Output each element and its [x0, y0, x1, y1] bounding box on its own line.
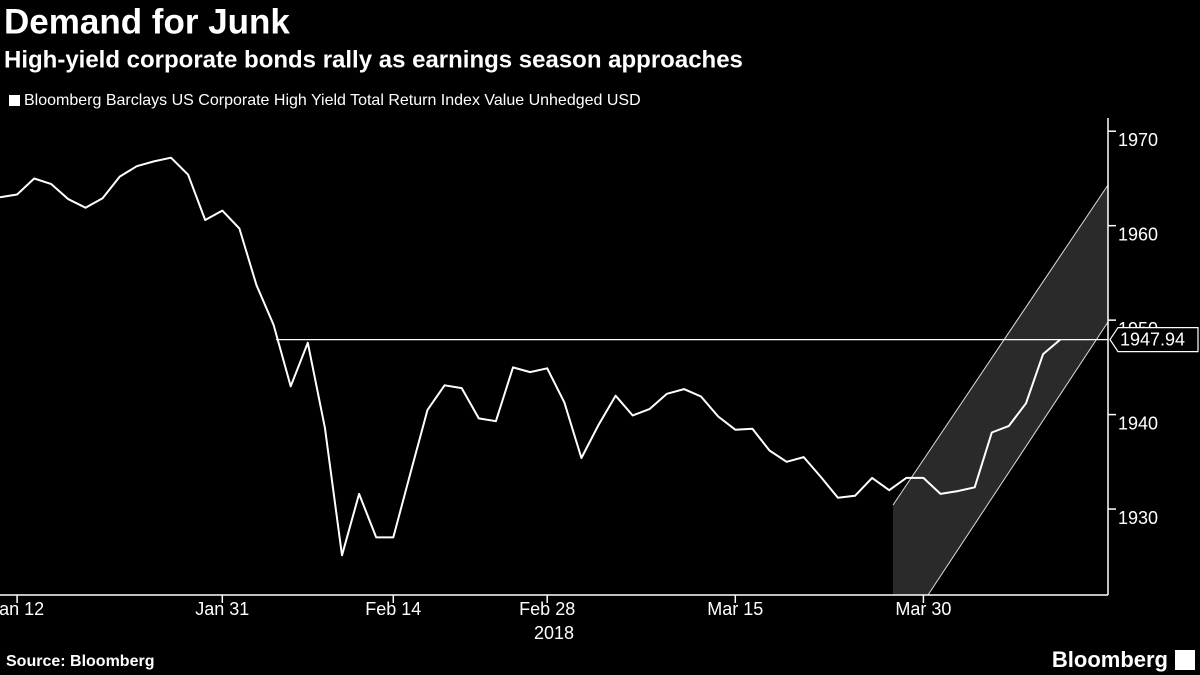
channel-lower [927, 321, 1109, 596]
y-tick-label: 1940 [1118, 413, 1158, 433]
y-tick-label: 1960 [1118, 224, 1158, 244]
chart-title: Demand for Junk [4, 2, 290, 41]
legend-label: Bloomberg Barclays US Corporate High Yie… [24, 92, 641, 109]
brand: Bloomberg [1052, 647, 1168, 672]
x-tick-label: Jan 12 [0, 599, 44, 619]
x-tick-label: Jan 31 [195, 599, 249, 619]
x-tick-label: Feb 28 [519, 599, 575, 619]
y-tick-label: 1970 [1118, 130, 1158, 150]
x-tick-label: Feb 14 [365, 599, 421, 619]
source: Source: Bloomberg [6, 653, 154, 670]
channel-upper [892, 184, 1109, 506]
x-sublabel: 2018 [534, 623, 574, 643]
legend-swatch [9, 95, 20, 106]
x-tick-label: Mar 30 [895, 599, 951, 619]
chart-subtitle: High-yield corporate bonds rally as earn… [4, 46, 743, 73]
last-value-tag [1109, 326, 1199, 353]
series-line [0, 156, 1061, 557]
y-tick-label: 1930 [1118, 508, 1158, 528]
last-value-label: 1947.94 [1120, 329, 1185, 349]
x-tick-label: Mar 15 [707, 599, 763, 619]
brand-icon [1175, 650, 1195, 670]
